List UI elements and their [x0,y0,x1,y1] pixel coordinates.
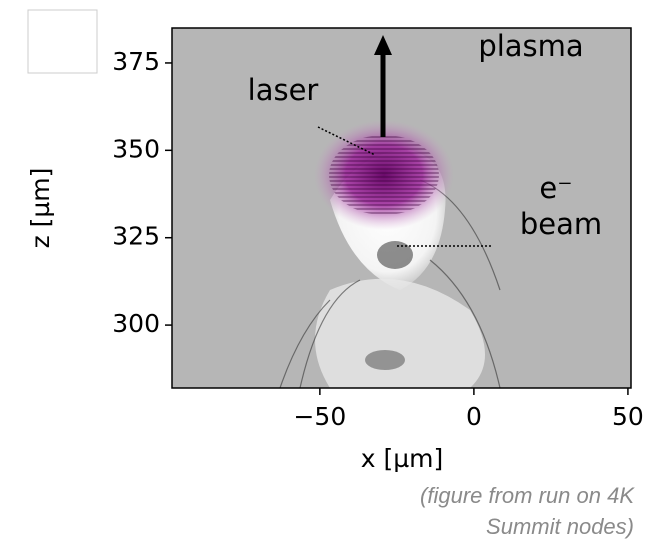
x-tick-label: 0 [466,402,482,431]
annotation: plasma [478,29,583,63]
caption: Summit nodes) [486,514,634,539]
x-axis-label: x [µm] [361,444,444,473]
empty-box [28,10,97,73]
y-tick-label: 350 [112,134,160,163]
x-tick-label: 50 [612,402,644,431]
annotation: beam [520,207,602,241]
y-axis-label: z [µm] [26,168,55,249]
caption: (figure from run on 4K [420,483,635,508]
annotation: e⁻ [539,171,572,205]
x-tick-label: −50 [293,402,346,431]
annotation: laser [248,73,319,107]
figure: laser plasma e⁻ beam x [µm] z [µm] (figu… [0,0,649,545]
y-tick-label: 375 [112,47,160,76]
y-tick-label: 300 [112,309,160,338]
y-tick-label: 325 [112,222,160,251]
